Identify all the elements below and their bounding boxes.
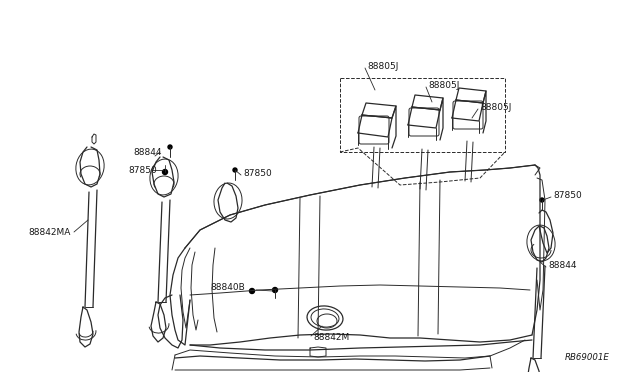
Text: 87850: 87850	[553, 190, 582, 199]
Text: 88844: 88844	[133, 148, 161, 157]
Text: 88805J: 88805J	[480, 103, 511, 112]
Text: 87850: 87850	[128, 166, 157, 174]
Text: 87850: 87850	[243, 169, 272, 177]
Text: RB69001E: RB69001E	[565, 353, 610, 362]
Text: 88805J: 88805J	[428, 80, 460, 90]
Text: 88805J: 88805J	[367, 61, 398, 71]
Text: 88842MA: 88842MA	[28, 228, 70, 237]
Circle shape	[168, 145, 172, 149]
Text: 88844: 88844	[548, 260, 577, 269]
Circle shape	[540, 198, 544, 202]
Circle shape	[233, 168, 237, 172]
Text: 88842M: 88842M	[313, 334, 349, 343]
Circle shape	[273, 288, 278, 292]
Text: 88840B: 88840B	[210, 283, 244, 292]
Circle shape	[250, 289, 255, 294]
Circle shape	[163, 170, 168, 174]
